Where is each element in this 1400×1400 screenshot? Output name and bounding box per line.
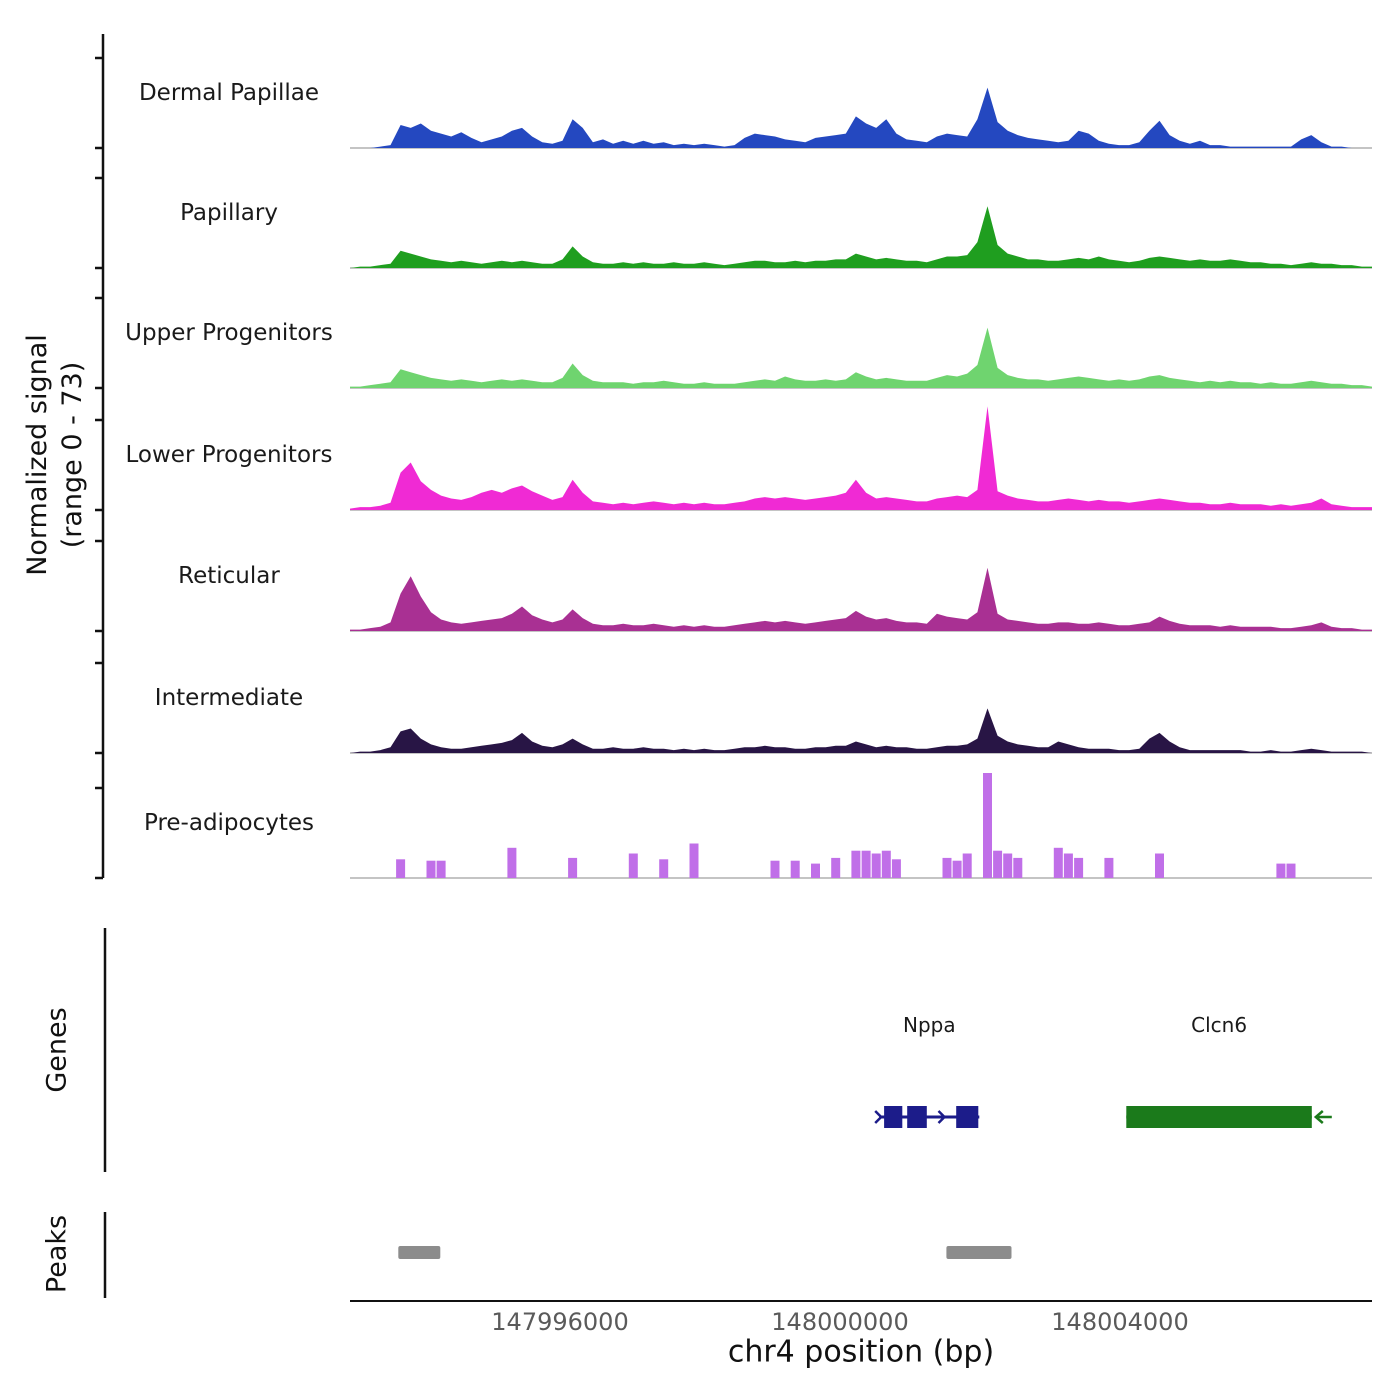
signal-bar-pre-adipocytes [1063,853,1073,878]
signal-bar-pre-adipocytes [962,853,972,878]
signal-bar-pre-adipocytes [891,859,901,878]
x-tick-label: 148000000 [771,1308,908,1336]
track-label-pre-adipocytes: Pre-adipocytes [144,810,314,836]
signal-bar-pre-adipocytes [811,863,820,878]
y-axis-label-line1: Normalized signal [21,334,53,576]
x-tick-label: 147996000 [491,1308,628,1336]
signal-bar-pre-adipocytes [1013,857,1023,878]
track-label-papillary: Papillary [180,200,278,226]
track-label-dermal-papillae: Dermal Papillae [139,80,319,106]
track-label-intermediate: Intermediate [155,685,303,711]
signal-bar-pre-adipocytes [790,860,800,878]
signal-axis [95,34,105,880]
gene-exon-clcn6 [1126,1106,1312,1128]
signal-bar-pre-adipocytes [426,860,436,878]
peak-region-2 [946,1246,1012,1259]
signal-bar-pre-adipocytes [1003,853,1013,878]
gene-exon-nppa [884,1106,903,1128]
signal-bar-pre-adipocytes [689,843,699,878]
signal-bar-pre-adipocytes [507,847,517,878]
track-label-upper-progenitors: Upper Progenitors [125,320,333,346]
y-axis-label-line2: (range 0 - 73) [57,361,88,549]
signal-bar-pre-adipocytes [983,773,992,878]
signal-area-papillary [350,206,1372,268]
signal-bar-pre-adipocytes [1074,857,1084,878]
genes-section-label: Genes [41,1007,73,1093]
track-label-lower-progenitors: Lower Progenitors [126,442,333,468]
x-tick-label: 148004000 [1051,1308,1188,1336]
signal-bar-pre-adipocytes [436,860,446,878]
y-axis-label: Normalized signal (range 0 - 73) [20,334,90,576]
strand-arrow-right-icon [937,1110,947,1124]
signal-area-lower-progenitors [350,406,1372,510]
signal-bar-pre-adipocytes [1155,853,1164,878]
signal-bar-pre-adipocytes [568,857,578,878]
signal-bar-pre-adipocytes [993,850,1003,878]
signal-bar-pre-adipocytes [831,857,841,878]
signal-bar-pre-adipocytes [396,859,406,878]
signal-bar-pre-adipocytes [1053,847,1063,878]
signal-bar-pre-adipocytes [871,853,881,878]
track-label-reticular: Reticular [178,563,280,589]
signal-bar-pre-adipocytes [881,850,891,878]
signal-bar-pre-adipocytes [628,853,638,878]
signal-area-intermediate [350,708,1372,753]
signal-bar-pre-adipocytes [1104,857,1114,878]
strand-arrow-right-icon [874,1110,883,1124]
signal-bar-pre-adipocytes [770,860,780,878]
signal-bar-pre-adipocytes [659,859,669,878]
x-axis-title: chr4 position (bp) [727,1334,995,1370]
signal-bar-pre-adipocytes [1286,863,1296,878]
signal-bar-pre-adipocytes [952,860,962,878]
gene-exon-nppa [956,1106,979,1128]
gene-label-clcn6: Clcn6 [1191,1013,1247,1037]
signal-area-dermal-papillae [350,87,1372,148]
signal-area-reticular [350,567,1372,631]
gene-label-nppa: Nppa [903,1013,956,1037]
peak-region-1 [398,1246,441,1259]
gene-exon-nppa [907,1106,927,1128]
signal-bar-pre-adipocytes [942,857,952,878]
signal-bar-pre-adipocytes [861,850,871,878]
signal-bar-pre-adipocytes [851,850,861,878]
strand-arrow-left-icon [1313,1110,1324,1124]
peaks-section-label: Peaks [41,1214,73,1294]
signal-area-upper-progenitors [350,327,1372,388]
signal-bar-pre-adipocytes [1276,863,1286,878]
